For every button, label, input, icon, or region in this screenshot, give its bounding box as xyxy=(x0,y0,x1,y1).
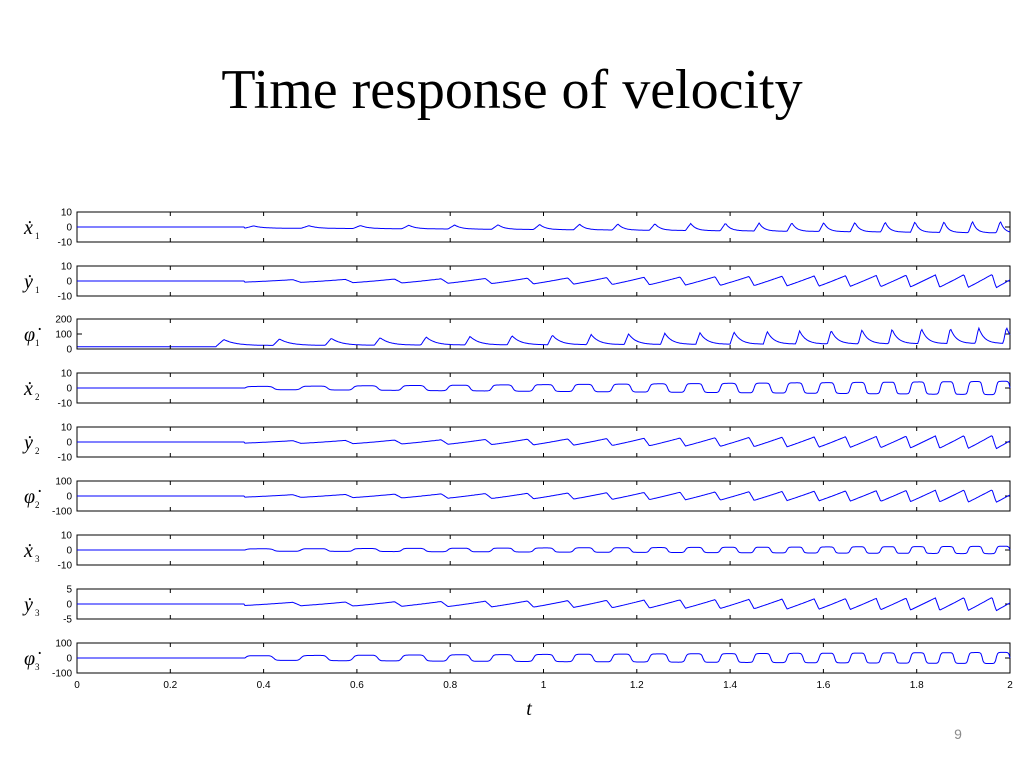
panel-9-series-line xyxy=(77,651,1011,664)
panel-1-variable-subscript: 1 xyxy=(35,231,40,241)
xtick-label: 1.6 xyxy=(816,680,830,691)
panel-6-ytick-label: -100 xyxy=(52,507,72,518)
slide-number: 9 xyxy=(954,726,962,742)
panel-7-variable-subscript: 3 xyxy=(35,554,40,564)
panel-7-variable-label: ẋ xyxy=(23,540,33,562)
panel-5-variable-label: ẏ xyxy=(22,432,33,454)
panel-9-variable-subscript: 3 xyxy=(35,662,40,672)
panel-8-variable-subscript: 3 xyxy=(35,608,40,618)
xtick-label: 0 xyxy=(74,680,80,691)
panel-8-ytick-label: 5 xyxy=(66,585,72,596)
panel-8-variable-label: ẏ xyxy=(22,594,33,616)
panel-2-ytick-label: -10 xyxy=(58,292,73,303)
panel-5-ytick-label: -10 xyxy=(58,453,73,464)
panel-8-ytick-label: 0 xyxy=(66,600,72,611)
panel-4-series-line xyxy=(77,380,1011,396)
xtick-label: 1.8 xyxy=(910,680,924,691)
panel-6-variable-subscript: 2 xyxy=(35,500,40,510)
panel-4-variable-subscript: 2 xyxy=(35,392,40,402)
panel-5-ytick-label: 0 xyxy=(66,438,72,449)
xtick-label: 1 xyxy=(541,680,547,691)
panel-5-series-line xyxy=(77,435,1011,450)
panel-3-series-line xyxy=(77,326,1011,348)
panel-7-ytick-label: 10 xyxy=(61,531,73,542)
xtick-label: 0.4 xyxy=(257,680,271,691)
panel-1-ytick-label: 10 xyxy=(61,208,73,219)
panel-4-variable-label: ẋ xyxy=(23,378,33,400)
panel-2-variable-label: ẏ xyxy=(22,271,33,293)
panel-5-variable-subscript: 2 xyxy=(35,446,40,456)
xtick-label: 0.6 xyxy=(350,680,364,691)
panel-1-series-line xyxy=(77,220,1011,234)
panel-7-ytick-label: 0 xyxy=(66,546,72,557)
panel-1-ytick-label: 0 xyxy=(66,223,72,234)
panel-3-ytick-label: 100 xyxy=(55,330,72,341)
panel-4-ytick-label: -10 xyxy=(58,399,73,410)
panel-7-series-line xyxy=(77,545,1011,555)
panel-2-ytick-label: 10 xyxy=(61,262,73,273)
panel-9-ytick-label: 0 xyxy=(66,654,72,665)
panel-6-series-line xyxy=(77,489,1011,503)
xtick-label: 2 xyxy=(1007,680,1013,691)
xtick-label: 0.2 xyxy=(163,680,177,691)
panel-1-ytick-label: -10 xyxy=(58,238,73,249)
panel-6-ytick-label: 0 xyxy=(66,492,72,503)
panel-5-ytick-label: 10 xyxy=(61,423,73,434)
panel-6-ytick-label: 100 xyxy=(55,477,72,488)
x-axis-label: t xyxy=(526,698,532,720)
panel-4-ytick-label: 10 xyxy=(61,369,73,380)
panel-3-ytick-label: 0 xyxy=(66,345,72,356)
panel-9-ytick-label: 100 xyxy=(55,639,72,650)
panel-2-series-line xyxy=(77,274,1011,289)
slide-title: Time response of velocity xyxy=(221,59,803,121)
panel-8-ytick-label: -5 xyxy=(63,615,72,626)
xtick-label: 1.2 xyxy=(630,680,644,691)
panel-3-variable-subscript: 1 xyxy=(35,338,40,348)
xtick-label: 1.4 xyxy=(723,680,737,691)
panel-8-series-line xyxy=(77,597,1011,612)
panel-2-ytick-label: 0 xyxy=(66,277,72,288)
panel-7-ytick-label: -10 xyxy=(58,561,73,572)
xtick-label: 0.8 xyxy=(443,680,457,691)
panel-2-variable-subscript: 1 xyxy=(35,285,40,295)
panel-1-variable-label: ẋ xyxy=(23,217,33,239)
panel-3-ytick-label: 200 xyxy=(55,315,72,326)
panel-4-ytick-label: 0 xyxy=(66,384,72,395)
panel-9-ytick-label: -100 xyxy=(52,669,72,680)
